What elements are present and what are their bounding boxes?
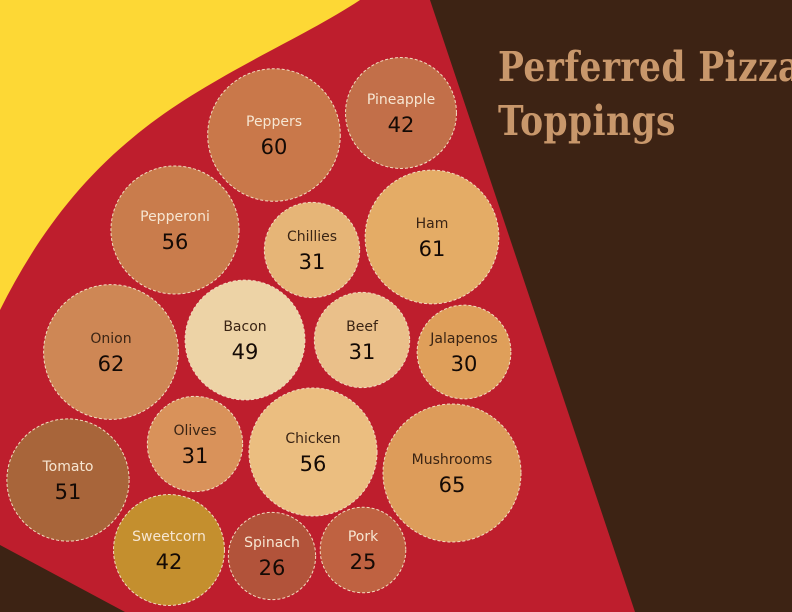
bubble-label-chicken: Chicken — [285, 431, 340, 447]
bubble-pineapple[interactable] — [345, 57, 457, 169]
bubble-value-chicken: 56 — [300, 452, 327, 476]
bubble-label-tomato: Tomato — [41, 459, 93, 475]
bubble-value-jalapenos: 30 — [451, 352, 478, 376]
bubble-label-pepperoni: Pepperoni — [140, 209, 210, 225]
bubble-label-mushrooms: Mushrooms — [412, 452, 493, 468]
bubble-value-peppers: 60 — [261, 135, 288, 159]
bubble-value-chillies: 31 — [299, 250, 326, 274]
bubble-ham[interactable] — [364, 169, 500, 305]
bubble-jalapenos[interactable] — [416, 304, 512, 400]
bubble-spinach[interactable] — [227, 511, 317, 601]
bubble-mushrooms[interactable] — [382, 403, 522, 543]
bubble-label-sweetcorn: Sweetcorn — [132, 529, 206, 545]
title-line-2: Toppings — [498, 97, 676, 145]
bubble-value-onion: 62 — [98, 352, 125, 376]
bubble-peppers[interactable] — [207, 68, 341, 202]
bubble-label-jalapenos: Jalapenos — [429, 331, 497, 347]
bubble-value-beef: 31 — [349, 340, 376, 364]
bubble-value-spinach: 26 — [259, 556, 286, 580]
bubble-label-onion: Onion — [90, 331, 131, 347]
bubble-label-beef: Beef — [346, 319, 379, 335]
bubble-pepperoni[interactable] — [110, 165, 240, 295]
bubble-value-pineapple: 42 — [388, 113, 415, 137]
crust-slice — [0, 0, 360, 310]
bubble-label-spinach: Spinach — [244, 535, 300, 551]
title-line-1: Perferred Pizza — [498, 43, 792, 91]
bubble-value-pork: 25 — [350, 550, 377, 574]
bubble-tomato[interactable] — [6, 418, 130, 542]
bubble-value-ham: 61 — [419, 237, 446, 261]
bubble-value-mushrooms: 65 — [439, 473, 466, 497]
bubble-value-tomato: 51 — [55, 480, 82, 504]
chart-title: Perferred Pizza Toppings — [498, 40, 792, 148]
bubble-bacon[interactable] — [184, 279, 306, 401]
bubble-olives[interactable] — [146, 395, 244, 493]
bubble-value-bacon: 49 — [232, 340, 259, 364]
bubble-beef[interactable] — [313, 291, 411, 389]
bubble-chicken[interactable] — [248, 387, 378, 517]
bubble-pork[interactable] — [319, 506, 407, 594]
bubble-value-pepperoni: 56 — [162, 230, 189, 254]
bubble-value-olives: 31 — [182, 444, 209, 468]
bubble-chillies[interactable] — [263, 201, 361, 299]
bubble-sweetcorn[interactable] — [113, 494, 225, 606]
bubble-label-peppers: Peppers — [246, 114, 302, 130]
bubble-label-bacon: Bacon — [223, 319, 266, 335]
bubble-label-pork: Pork — [348, 529, 379, 545]
bubble-group: Peppers 60 Pineapple 42 Pepperoni 56 Chillies 3… — [6, 57, 522, 606]
bubble-value-sweetcorn: 42 — [156, 550, 183, 574]
bubble-label-olives: Olives — [174, 423, 217, 439]
bubble-label-pineapple: Pineapple — [367, 92, 435, 108]
bubble-label-chillies: Chillies — [287, 229, 337, 245]
bubble-label-ham: Ham — [416, 216, 449, 232]
bubble-onion[interactable] — [43, 284, 179, 420]
